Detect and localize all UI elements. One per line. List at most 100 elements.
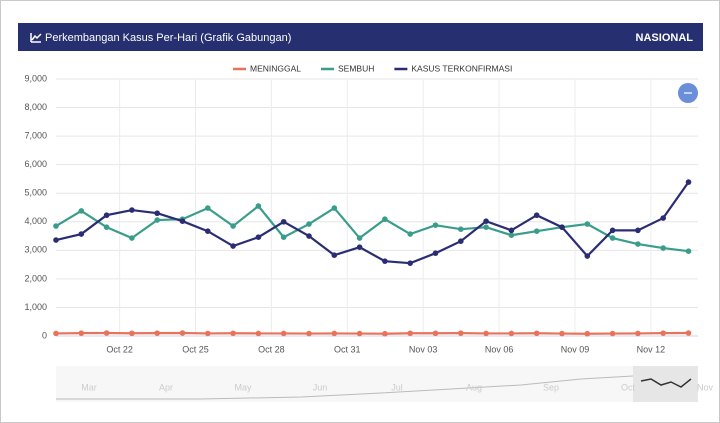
data-point xyxy=(432,330,439,337)
data-point xyxy=(230,223,236,229)
x-tick-label: Nov 12 xyxy=(637,344,666,354)
x-tick-label: Nov 06 xyxy=(485,344,514,354)
y-tick-label: 3,000 xyxy=(24,245,47,255)
legend-label: SEMBUH xyxy=(338,63,374,73)
data-point xyxy=(179,218,186,225)
data-point xyxy=(584,330,591,337)
x-tick-label: Nov 09 xyxy=(561,344,590,354)
data-point xyxy=(154,210,160,217)
data-point xyxy=(382,330,388,337)
y-tick-label: 4,000 xyxy=(24,216,47,226)
data-point xyxy=(533,212,540,219)
navigator-label: Sep xyxy=(543,382,559,392)
data-point xyxy=(660,245,666,251)
data-point xyxy=(129,330,135,337)
data-point xyxy=(356,235,363,241)
data-point xyxy=(331,205,338,211)
y-tick-label: 8,000 xyxy=(24,102,47,112)
y-tick-label: 9,000 xyxy=(24,73,47,83)
data-point xyxy=(609,330,616,337)
x-tick-label: Oct 22 xyxy=(106,344,133,354)
data-point xyxy=(660,330,666,336)
data-point xyxy=(685,179,692,185)
data-point xyxy=(685,330,692,336)
y-tick-label: 7,000 xyxy=(24,130,47,140)
navigator-label: Aug xyxy=(466,382,482,392)
data-point xyxy=(609,235,616,241)
navigator-label: Mar xyxy=(81,382,97,392)
data-point xyxy=(508,227,515,234)
header-title: Perkembangan Kasus Per-Hari (Grafik Gabu… xyxy=(45,32,291,44)
legend-label: MENINGGAL xyxy=(250,63,301,73)
data-point xyxy=(533,330,540,337)
data-point xyxy=(356,244,363,250)
legend-label: KASUS TERKONFIRMASI xyxy=(411,63,512,73)
data-point xyxy=(280,218,287,225)
navigator-label: May xyxy=(234,382,252,392)
data-point xyxy=(129,235,135,241)
data-point xyxy=(458,238,464,244)
navigator-label: Nov xyxy=(697,382,714,392)
data-point xyxy=(483,224,489,231)
header-badge: NASIONAL xyxy=(636,32,694,44)
chart-icon xyxy=(30,33,42,43)
data-point xyxy=(432,222,439,229)
data-point xyxy=(154,217,160,223)
navigator-selected-line xyxy=(640,378,692,388)
data-point xyxy=(53,223,59,229)
data-point xyxy=(205,205,211,211)
data-point xyxy=(483,330,489,337)
data-point xyxy=(458,226,464,233)
data-point xyxy=(78,330,85,336)
data-point xyxy=(129,207,135,213)
y-tick-label: 5,000 xyxy=(24,188,47,198)
data-point xyxy=(407,231,414,237)
data-point xyxy=(230,330,236,337)
data-point xyxy=(53,237,59,243)
data-point xyxy=(407,330,414,337)
data-point xyxy=(53,330,59,337)
data-point xyxy=(255,330,262,337)
x-tick-label: Nov 03 xyxy=(409,344,438,354)
data-point xyxy=(255,203,262,209)
data-point xyxy=(458,330,464,336)
navigator-label: Jul xyxy=(391,382,403,392)
data-point xyxy=(635,241,641,247)
navigator-label: Apr xyxy=(159,382,173,392)
data-point xyxy=(609,227,616,234)
data-point xyxy=(78,231,85,237)
data-point xyxy=(205,330,211,337)
data-point xyxy=(356,330,363,337)
navigator[interactable] xyxy=(56,366,698,402)
series-line xyxy=(55,181,690,265)
data-point xyxy=(382,216,388,223)
navigator-label: Jun xyxy=(313,382,328,392)
data-point xyxy=(508,330,515,337)
data-point xyxy=(306,233,312,239)
navigator-line xyxy=(56,375,634,400)
data-point xyxy=(432,250,439,256)
data-point xyxy=(331,330,338,337)
data-point xyxy=(685,248,692,254)
data-point xyxy=(660,215,666,221)
header-bar xyxy=(18,23,703,51)
series-line xyxy=(55,204,689,253)
data-point xyxy=(508,232,515,238)
data-point xyxy=(205,228,211,235)
data-point xyxy=(331,252,338,258)
data-point xyxy=(103,224,110,231)
data-point xyxy=(255,234,262,240)
data-point xyxy=(483,218,489,225)
data-point xyxy=(382,258,388,264)
data-point xyxy=(584,221,591,227)
data-point xyxy=(103,330,110,336)
data-point xyxy=(280,234,287,240)
y-tick-label: 6,000 xyxy=(24,159,47,169)
data-point xyxy=(280,330,287,337)
navigator-label: Oct xyxy=(621,382,636,392)
data-point xyxy=(584,253,591,259)
x-tick-label: Oct 28 xyxy=(258,344,285,354)
data-point xyxy=(230,243,236,249)
